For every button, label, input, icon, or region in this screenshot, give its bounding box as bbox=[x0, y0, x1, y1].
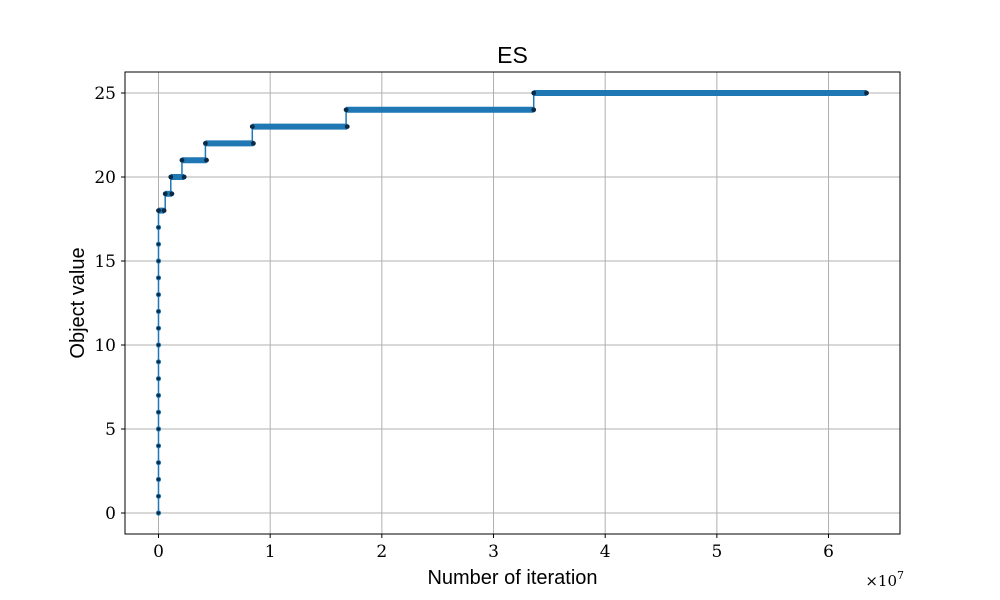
x-tick-label: 3 bbox=[488, 542, 499, 562]
data-point-center bbox=[156, 259, 161, 263]
chart-title: ES bbox=[497, 42, 528, 68]
x-tick-label: 5 bbox=[711, 542, 722, 562]
x-axis-multiplier-exp: 7 bbox=[897, 569, 904, 582]
data-point-center bbox=[156, 293, 161, 297]
data-point bbox=[864, 90, 869, 96]
series-connector bbox=[157, 93, 535, 513]
x-tick-label: 1 bbox=[265, 542, 276, 562]
y-axis-title: Object value bbox=[67, 247, 89, 358]
y-tick-label: 15 bbox=[94, 252, 116, 272]
data-point-center bbox=[156, 477, 161, 481]
data-point bbox=[169, 191, 175, 197]
data-point-center bbox=[156, 309, 161, 313]
data-point-center bbox=[156, 326, 161, 330]
x-tick-label: 4 bbox=[600, 542, 611, 562]
data-point bbox=[251, 141, 256, 146]
data-point bbox=[344, 124, 350, 129]
data-point-center bbox=[156, 494, 161, 498]
data-point-center bbox=[156, 410, 161, 414]
plot-data bbox=[155, 90, 869, 516]
data-point bbox=[531, 90, 537, 96]
x-tick-label: 0 bbox=[153, 542, 164, 562]
data-point bbox=[156, 208, 161, 214]
data-point bbox=[203, 141, 208, 146]
data-point-center bbox=[156, 461, 161, 465]
y-tick-label: 25 bbox=[94, 84, 116, 104]
data-point-center bbox=[156, 242, 161, 246]
y-tick-label: 5 bbox=[105, 420, 116, 440]
y-tick-label: 0 bbox=[105, 504, 116, 524]
data-point bbox=[181, 174, 187, 180]
ticks: 0 1 2 3 4 5 6 0 5 10 15 20 25 bbox=[94, 84, 834, 562]
data-point-center bbox=[156, 393, 161, 397]
data-point bbox=[343, 107, 349, 113]
data-point bbox=[168, 174, 174, 180]
data-point bbox=[249, 124, 255, 129]
data-point-center bbox=[156, 276, 161, 280]
x-tick-label: 6 bbox=[823, 542, 834, 562]
data-point bbox=[204, 157, 209, 163]
data-point bbox=[162, 191, 168, 197]
data-point bbox=[179, 157, 185, 163]
data-point bbox=[531, 107, 537, 113]
data-point-center bbox=[156, 343, 161, 347]
data-point-center bbox=[156, 511, 161, 515]
y-tick-label: 10 bbox=[94, 336, 116, 356]
data-point-center bbox=[156, 377, 161, 381]
y-tick-label: 20 bbox=[94, 168, 116, 188]
data-point-center bbox=[156, 427, 161, 431]
plot-frame bbox=[124, 71, 901, 535]
data-point bbox=[161, 208, 167, 214]
x-axis-title: Number of iteration bbox=[427, 567, 597, 589]
x-axis-multiplier: ×107 bbox=[865, 569, 904, 590]
x-tick-label: 2 bbox=[376, 542, 387, 562]
data-point-center bbox=[156, 360, 161, 364]
data-point-center bbox=[156, 444, 161, 448]
x-axis-multiplier-base: ×10 bbox=[865, 572, 897, 590]
data-point-center bbox=[156, 225, 161, 229]
